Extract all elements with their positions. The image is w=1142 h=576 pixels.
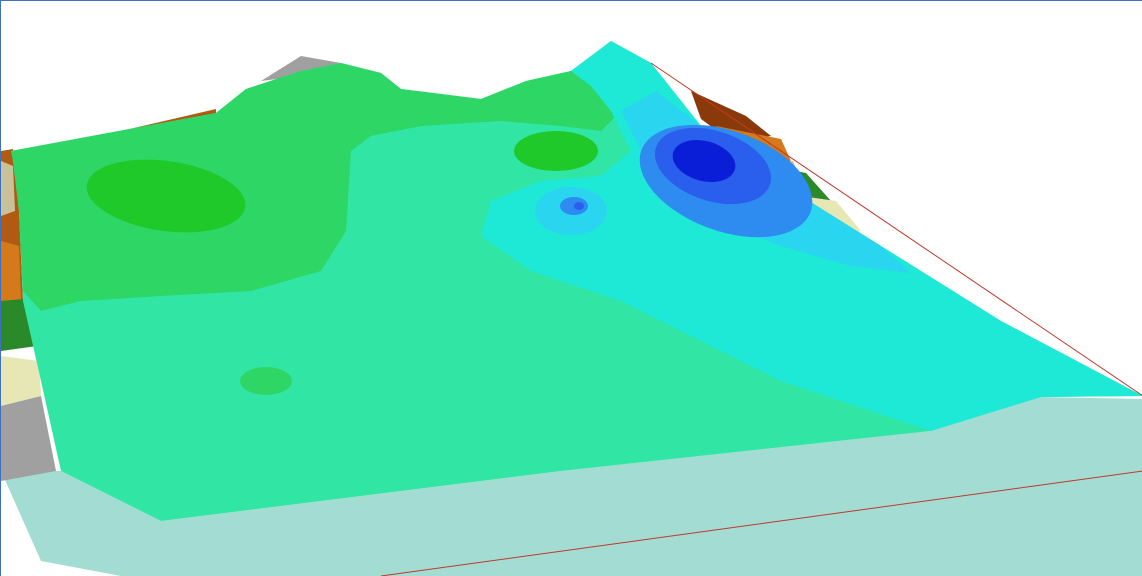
left-terrain-green (1, 299, 37, 351)
surface-green-spot-bottom (240, 367, 292, 395)
surface-green-band (11, 61, 621, 311)
left-terrain-grey (1, 396, 56, 481)
surface-blue-spot-core (574, 202, 584, 210)
surface-dark-green-blob-center (514, 131, 598, 171)
left-terrain-khaki (1, 161, 15, 216)
surface-dark-green-blob-left (86, 159, 246, 233)
surface-right-edge-line (650, 62, 1142, 396)
surface-deep-blue-core (672, 139, 736, 183)
base-plane-edge (380, 470, 1142, 576)
left-terrain-pale (1, 356, 41, 406)
left-terrain-orange (1, 241, 21, 301)
back-ridge-left (261, 56, 341, 81)
base-plane (1, 397, 1142, 576)
